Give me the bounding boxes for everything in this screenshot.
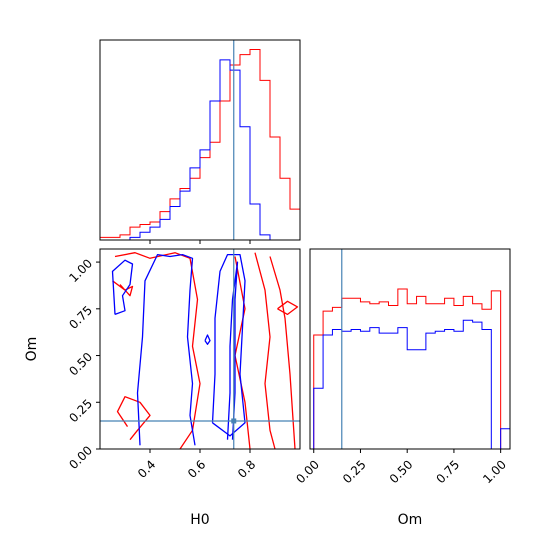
om-xtick-label-0: 0.00 <box>293 457 322 486</box>
h0-hist-series-0 <box>100 49 300 238</box>
xlabel-om: Om <box>398 512 423 528</box>
joint-ytick-label-1: 0.25 <box>66 396 95 425</box>
joint-xtick-label-2: 0.8 <box>235 457 258 480</box>
h0-marginal-panel <box>99 39 301 244</box>
joint-xtick-label-1: 0.6 <box>185 457 208 480</box>
contour-8 <box>136 253 196 446</box>
om-xtick-label-4: 1.00 <box>480 457 509 486</box>
joint-ytick-label-0: 0.00 <box>66 443 95 472</box>
contour-2 <box>116 396 151 441</box>
contour-0 <box>114 252 201 450</box>
joint-panel-frame <box>99 248 301 450</box>
contour-1 <box>112 280 134 297</box>
joint-xtick-label-0: 0.4 <box>135 457 158 480</box>
om-xtick-label-2: 0.50 <box>387 457 416 486</box>
om-hist-series-1 <box>313 319 510 450</box>
h0-marginal-frame <box>99 39 301 241</box>
om-xtick-label-3: 0.75 <box>433 457 462 486</box>
contour-10 <box>226 261 239 440</box>
contour-3 <box>234 256 251 450</box>
om-marginal-panel: 0.00 0.25 0.50 0.75 1.00 Om <box>293 248 511 528</box>
contour-5 <box>269 256 296 450</box>
om-marginal-frame <box>309 248 511 450</box>
contour-7 <box>111 259 134 316</box>
ylabel-om: Om <box>24 337 40 362</box>
joint-ytick-label-2: 0.50 <box>66 350 95 379</box>
contour-6 <box>277 300 299 316</box>
om-xtick-label-1: 0.25 <box>340 457 369 486</box>
h0-hist-series-1 <box>100 59 300 241</box>
joint-ytick-label-4: 1.00 <box>66 256 95 285</box>
xlabel-h0: H0 <box>190 512 209 528</box>
contour-11 <box>204 334 211 345</box>
joint-ytick-label-3: 0.75 <box>66 303 95 332</box>
joint-truth-marker <box>231 418 237 424</box>
contour-4 <box>254 252 276 450</box>
joint-panel: 0.4 0.6 0.8 0.00 0.25 0.50 0.75 1.00 H0 Om <box>24 248 301 528</box>
om-hist-series-0 <box>313 288 510 450</box>
contour-9 <box>211 253 246 437</box>
